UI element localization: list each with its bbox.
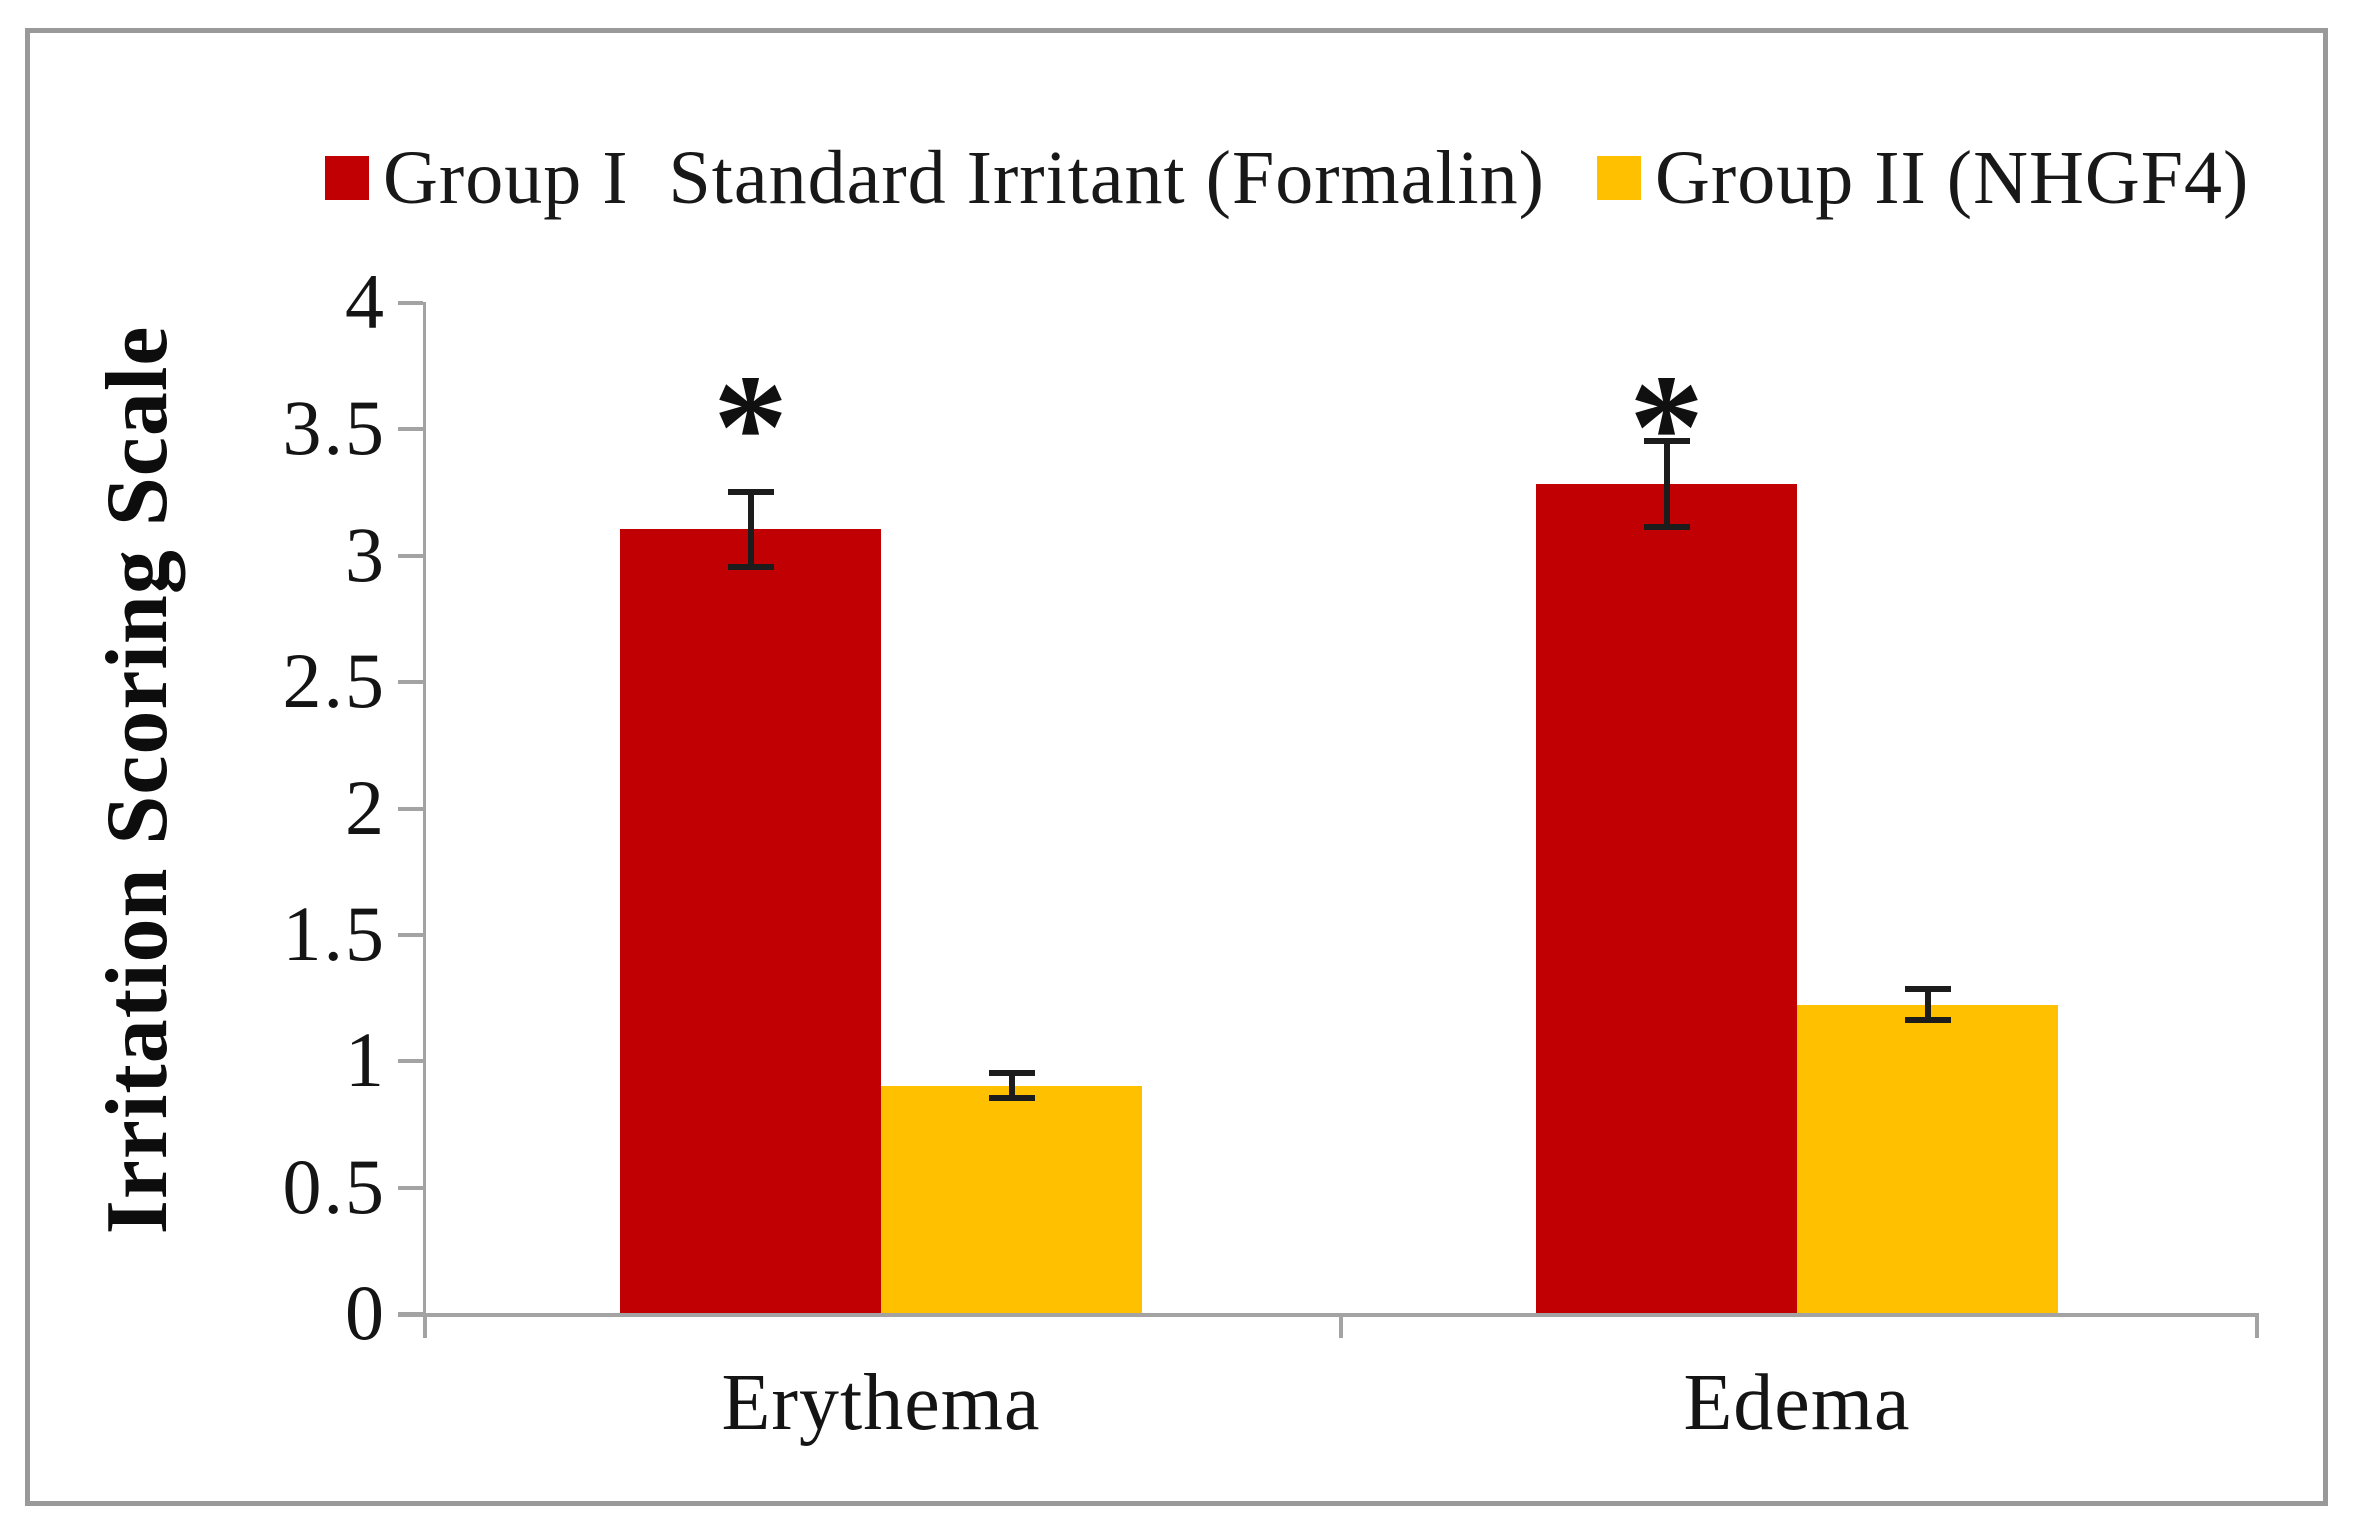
error-bar-cap-bottom (988, 1095, 1035, 1102)
y-tick (398, 680, 423, 685)
x-axis-line (398, 1313, 2255, 1317)
y-tick-label: 0.5 (282, 1142, 386, 1230)
y-tick (398, 1312, 423, 1316)
y-axis-line (423, 302, 426, 1333)
y-tick-label: 4 (345, 258, 386, 345)
y-tick (398, 1059, 423, 1064)
y-tick-label: 2 (345, 763, 386, 851)
category-label: Erythema (721, 1359, 1041, 1447)
y-axis-title: Irritation Scoring Scale (89, 325, 186, 1235)
bar (1536, 483, 1797, 1313)
error-bar-cap-top (727, 488, 774, 495)
error-bar-cap-top (1643, 438, 1690, 444)
error-bar-cap-bottom (1904, 1016, 1951, 1023)
y-tick (398, 553, 423, 558)
y-tick (398, 806, 423, 811)
legend-item: Group II (NHGF4) (1597, 128, 2249, 228)
error-bar-cap-top (988, 1069, 1035, 1076)
x-tick (1339, 1313, 1343, 1338)
y-tick (398, 932, 423, 937)
bar (881, 1085, 1142, 1313)
y-tick-label: 3 (345, 510, 386, 598)
bar (620, 529, 881, 1313)
y-tick (398, 427, 423, 432)
error-bar-cap-bottom (727, 564, 774, 571)
error-bar-cap-top (1904, 986, 1951, 993)
legend-label: Group I Standard Irritant (Formalin) (383, 135, 1545, 220)
y-tick-label: 1.5 (282, 889, 386, 977)
error-bar-stem (747, 491, 754, 568)
y-tick-label: 3.5 (282, 384, 386, 472)
legend: Group I Standard Irritant (Formalin) Grou… (0, 128, 2357, 228)
x-tick (2255, 1313, 2259, 1338)
legend-swatch-icon (325, 156, 369, 200)
category-label: Edema (1683, 1359, 1911, 1447)
error-bar-stem (1924, 989, 1931, 1020)
legend-swatch-icon (1597, 156, 1641, 200)
error-bar-cap-bottom (1643, 523, 1690, 530)
y-tick-label: 1 (345, 1016, 386, 1104)
bar (1797, 1004, 2058, 1313)
y-tick-label: 2.5 (282, 637, 386, 725)
y-tick (398, 1185, 423, 1190)
legend-label: Group II (NHGF4) (1655, 135, 2250, 220)
error-bar-stem (1663, 441, 1670, 527)
y-tick (398, 301, 423, 305)
error-bar-stem (1008, 1072, 1015, 1099)
legend-item: Group I Standard Irritant (Formalin) (325, 128, 1545, 228)
x-tick (423, 1313, 427, 1338)
y-tick-label: 0 (345, 1269, 386, 1356)
significance-asterisk: * (713, 344, 788, 510)
significance-asterisk: * (1629, 344, 1704, 510)
